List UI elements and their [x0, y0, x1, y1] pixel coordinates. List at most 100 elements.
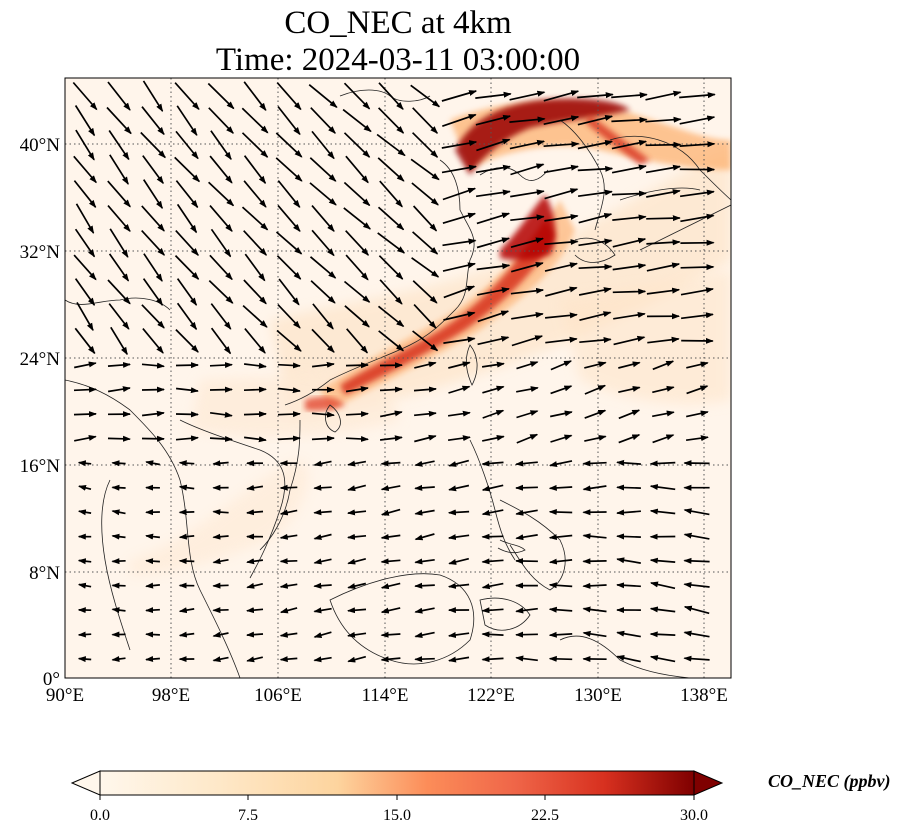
wind-arrow: [77, 631, 92, 638]
wind-arrow: [577, 165, 614, 172]
wind-arrow: [347, 533, 367, 540]
wind-arrow: [476, 287, 510, 296]
wind-arrow: [380, 533, 401, 540]
wind-arrow: [515, 460, 538, 467]
wind-arrow: [377, 232, 406, 254]
wind-arrow: [241, 206, 269, 231]
wind-arrow: [509, 90, 546, 101]
wind-arrow: [73, 180, 97, 208]
wind-arrow: [277, 411, 301, 418]
wind-arrow: [414, 434, 437, 443]
wind-arrow: [447, 631, 470, 638]
wind-arrow: [649, 557, 676, 564]
wind-arrow: [414, 656, 435, 663]
wind-arrow: [548, 606, 573, 613]
wind-arrow: [616, 509, 641, 516]
wind-arrow: [448, 385, 471, 394]
gridlines: [65, 78, 731, 678]
wind-arrow: [414, 533, 435, 541]
wind-arrow: [347, 631, 367, 638]
wind-arrow: [345, 230, 369, 256]
wind-arrow: [309, 256, 337, 279]
wind-arrow: [441, 140, 478, 149]
wind-arrow: [476, 263, 511, 271]
wind-arrow: [275, 132, 303, 158]
wind-arrow: [686, 361, 709, 369]
wind-arrow: [311, 411, 335, 418]
wind-arrow: [618, 386, 641, 394]
wind-arrow: [175, 180, 199, 209]
wind-arrow: [578, 287, 612, 296]
wind-arrow: [209, 362, 233, 369]
wind-arrow: [611, 164, 647, 174]
wind-arrow: [347, 484, 367, 492]
wind-arrow: [175, 435, 199, 442]
lon-tick-label: 138°E: [680, 685, 728, 706]
wind-arrow: [548, 484, 573, 491]
wind-arrow: [377, 107, 405, 134]
wind-arrow: [277, 435, 301, 442]
wind-arrow: [309, 157, 337, 182]
wind-arrow: [107, 279, 131, 305]
wind-arrow: [142, 155, 164, 185]
wind-arrow: [210, 228, 232, 258]
wind-arrow: [447, 509, 470, 516]
wind-arrow: [516, 386, 539, 393]
wind-arrow: [548, 534, 573, 541]
wind-arrow: [347, 655, 367, 663]
wind-arrow: [683, 605, 710, 615]
wind-arrow: [345, 362, 369, 369]
wind-arrow: [246, 607, 264, 614]
wind-arrow: [108, 303, 130, 330]
wind-arrow: [412, 330, 439, 352]
map-title-line2: Time: 2024-03-11 03:00:00: [215, 42, 581, 78]
wind-arrow: [510, 214, 545, 222]
wind-arrow: [244, 328, 266, 354]
wind-arrow: [443, 336, 476, 344]
wind-arrow: [145, 460, 160, 467]
wind-arrow: [649, 655, 676, 663]
wind-arrow: [410, 158, 440, 181]
lon-tick-label: 130°E: [574, 685, 622, 706]
wind-arrow: [686, 385, 709, 395]
wind-arrow: [612, 263, 647, 271]
wind-arrow: [577, 189, 613, 198]
wind-arrow: [616, 484, 641, 491]
wind-arrow: [515, 607, 538, 614]
wind-arrow: [342, 108, 372, 133]
wind-arrow: [482, 409, 505, 419]
map-title-line1: CO_NEC at 4km: [284, 5, 512, 41]
wind-arrow: [246, 484, 264, 491]
wind-arrow: [145, 558, 160, 565]
wind-arrow: [142, 179, 164, 210]
wind-arrow: [243, 279, 267, 305]
wind-arrow: [414, 361, 437, 369]
wind-arrow: [243, 386, 267, 393]
wind-arrow: [578, 238, 613, 247]
wind-arrow: [646, 215, 681, 222]
wind-arrow: [475, 114, 512, 126]
wind-arrow: [577, 92, 614, 99]
wind-arrow: [618, 434, 641, 444]
wind-arrow: [650, 581, 676, 590]
wind-arrow: [652, 410, 675, 418]
wind-arrow: [77, 460, 92, 467]
wind-arrow: [680, 264, 715, 271]
wind-arrow: [346, 328, 368, 354]
wind-arrow: [679, 141, 716, 148]
colorbar-tick-label: 7.5: [238, 807, 258, 824]
wind-arrow: [175, 411, 199, 418]
wind-arrow: [106, 106, 132, 135]
wind-arrow: [612, 237, 647, 248]
lat-tick-label: 40°N: [20, 135, 61, 156]
wind-arrow: [683, 532, 710, 540]
wind-arrow: [544, 239, 579, 246]
wind-arrow: [77, 509, 92, 516]
wind-arrow: [411, 257, 440, 278]
wind-arrow: [310, 280, 336, 304]
wind-arrow: [510, 287, 545, 295]
wind-arrow: [679, 92, 716, 99]
wind-arrow: [243, 180, 267, 208]
wind-arrow: [313, 631, 332, 638]
wind-arrow: [510, 261, 544, 273]
